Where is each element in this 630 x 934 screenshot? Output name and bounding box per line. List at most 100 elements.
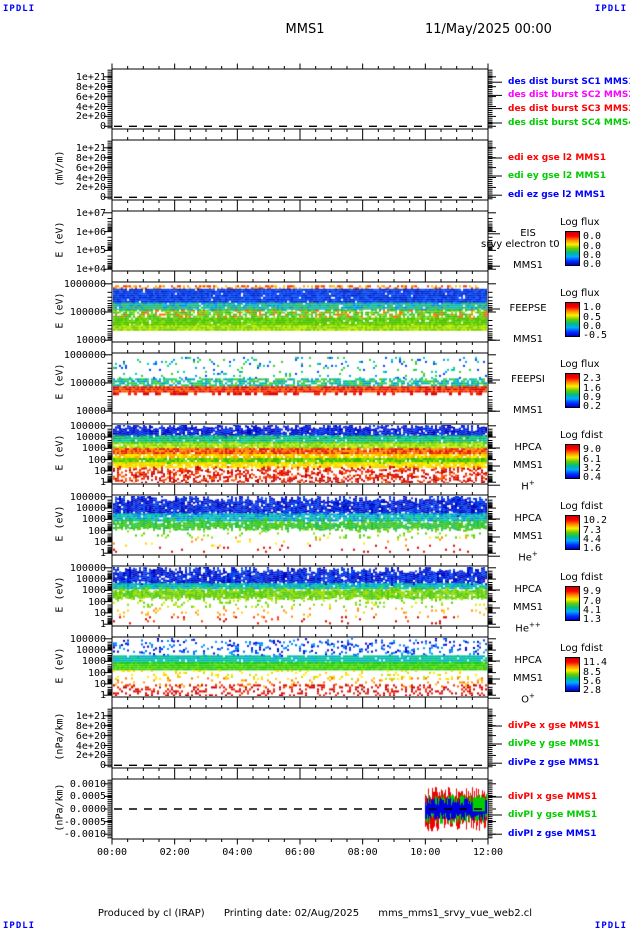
x-axis-tick-label: 12:00 xyxy=(472,847,504,858)
panel-5-feeps-ion-colorbar-tick: 0.2 xyxy=(583,400,602,412)
panel-3-eis-electron-colorbar xyxy=(565,230,580,267)
footer-line: Produced by cl (IRAP) Printing date: 02/… xyxy=(0,908,630,919)
x-axis-tick-label: 02:00 xyxy=(159,847,190,858)
panel-10-divpe-gse-ytick: 2e+20 xyxy=(75,750,106,762)
panel-9-hpca-o-plus-instrument-label: O+ xyxy=(521,692,535,706)
panel-3-eis-electron-colorbar-tick: 0.0 xyxy=(583,240,602,252)
panel-6-hpca-h-plus-colorbar-title: Log fdist xyxy=(560,430,603,441)
brand-top-right: IPDLI xyxy=(594,4,627,14)
panel-9-hpca-o-plus-ytick: 100 xyxy=(87,667,106,679)
panel-3-eis-electron-colorbar-title: Log flux xyxy=(560,217,600,228)
panel-7-hpca-he-plus-instrument-label: HPCA xyxy=(514,513,542,524)
panel-7-hpca-he-plus-colorbar-tick: 4.4 xyxy=(583,533,602,545)
panel-1-des-dist-burst-series-label: des dist burst SC4 MMS4 xyxy=(508,118,630,128)
panel-2-edi-e-gse-series-label: edi ez gse l2 MMS1 xyxy=(508,190,606,201)
panel-2-edi-e-gse-ytick: 0 xyxy=(99,192,106,204)
panel-6-hpca-h-plus-ytick: 10 xyxy=(93,465,106,477)
panel-7-hpca-he-plus-colorbar-tick: 7.3 xyxy=(583,524,602,536)
panel-11-divpi-gse-series-label: divPI z gse MMS1 xyxy=(508,829,597,840)
panel-3-eis-electron-ytick: 1e+06 xyxy=(75,226,106,238)
panel-3-eis-electron-ytick: 1e+07 xyxy=(75,207,106,219)
panel-6-hpca-h-plus-ytick: 1 xyxy=(99,477,106,489)
panel-8-hpca-he-plus-plus-spectrogram xyxy=(113,567,487,625)
panel-4-feeps-electron-spectrogram xyxy=(113,283,487,341)
panel-5-feeps-ion-colorbar-tick: 2.3 xyxy=(583,373,602,385)
panel-1-des-dist-burst-ytick: 8e+20 xyxy=(75,81,106,93)
panel-6-hpca-h-plus-colorbar-tick: 0.4 xyxy=(583,471,602,483)
panel-6-hpca-h-plus-instrument-label: H+ xyxy=(521,479,535,493)
panel-7-hpca-he-plus-ytick: 10 xyxy=(93,536,106,548)
panel-10-divpe-gse-ytick: 0 xyxy=(99,760,106,772)
panel-9-hpca-o-plus-ytick: 10000 xyxy=(75,645,106,657)
panel-9-hpca-o-plus-spectrogram xyxy=(113,638,487,696)
panel-4-feeps-electron-instrument-label: FEEPSE xyxy=(509,303,547,314)
panel-7-hpca-he-plus-colorbar-title: Log fdist xyxy=(560,501,603,512)
panel-2-edi-e-gse-ytick: 6e+20 xyxy=(75,162,106,174)
panel-4-feeps-electron-colorbar-tick: 0.0 xyxy=(583,320,602,332)
panel-7-hpca-he-plus-colorbar xyxy=(565,514,580,551)
panel-1-des-dist-burst-ytick: 4e+20 xyxy=(75,101,106,113)
brand-bottom-left: IPDLI xyxy=(3,921,36,931)
panel-8-hpca-he-plus-plus-instrument-label: He++ xyxy=(515,621,541,635)
panel-6-hpca-h-plus-ytick: 100000 xyxy=(69,420,106,432)
panel-7-hpca-he-plus-spectrogram xyxy=(113,496,487,554)
panel-2-edi-e-gse-ytick: 2e+20 xyxy=(75,182,106,194)
panel-11-divpi-gse-ytick: -0.0005 xyxy=(63,816,106,828)
panel-5-feeps-ion-colorbar-tick: 1.6 xyxy=(583,382,602,394)
panel-9-hpca-o-plus-colorbar-tick: 2.8 xyxy=(583,684,602,696)
panel-9-hpca-o-plus-colorbar-tick: 5.6 xyxy=(583,675,602,687)
panel-3-eis-electron-colorbar-tick: 0.0 xyxy=(583,231,602,243)
panel-4-feeps-electron-colorbar-tick: 0.5 xyxy=(583,311,602,323)
panel-4-feeps-electron-colorbar-tick: -0.5 xyxy=(583,329,608,341)
panel-8-hpca-he-plus-plus-instrument-label: HPCA xyxy=(514,584,542,595)
panel-6-hpca-h-plus-colorbar-tick: 9.0 xyxy=(583,444,602,456)
panel-7-hpca-he-plus-ytick: 1000 xyxy=(81,514,106,526)
panel-7-hpca-he-plus-ytick: 10000 xyxy=(75,503,106,515)
panel-10-divpe-gse-ytick: 4e+20 xyxy=(75,740,106,752)
panel-5-feeps-ion-colorbar-title: Log flux xyxy=(560,359,600,370)
panel-9-hpca-o-plus-colorbar-title: Log fdist xyxy=(560,643,603,654)
panel-5-feeps-ion-instrument-label: MMS1 xyxy=(513,405,543,417)
panel-6-hpca-h-plus-colorbar-tick: 6.1 xyxy=(583,453,602,465)
panel-9-hpca-o-plus-instrument-label: HPCA xyxy=(514,655,542,666)
panel-1-des-dist-burst-series-label: des dist burst SC1 MMS1 xyxy=(508,77,630,88)
panel-2-edi-e-gse-series-label: edi ex gse l2 MMS1 xyxy=(508,153,606,163)
panel-10-divpe-gse-series-label: divPe x gse MMS1 xyxy=(508,721,600,731)
panel-4-feeps-electron-colorbar xyxy=(565,301,580,338)
footer-script-name: mms_mms1_srvy_vue_web2.cl xyxy=(378,908,533,919)
x-axis-tick-label: 00:00 xyxy=(96,847,128,858)
panel-10-divpe-gse-ytick: 1e+21 xyxy=(75,710,106,722)
panel-4-feeps-electron-colorbar-title: Log flux xyxy=(560,288,600,299)
panel-7-hpca-he-plus-ytick: 100000 xyxy=(69,491,106,503)
panel-8-hpca-he-plus-plus-colorbar-tick: 7.0 xyxy=(583,595,602,607)
panel-8-hpca-he-plus-plus-ytick: 1000 xyxy=(81,585,106,597)
panel-7-hpca-he-plus-colorbar-tick: 10.2 xyxy=(583,515,608,527)
panel-5-feeps-ion-ytick: 100000 xyxy=(69,378,106,389)
footer-produced: Produced by cl (IRAP) xyxy=(97,908,205,919)
panel-6-hpca-h-plus-colorbar xyxy=(565,443,580,480)
panel-4-feeps-electron-colorbar-tick: 1.0 xyxy=(583,302,602,314)
x-axis-tick-label: 08:00 xyxy=(347,847,378,858)
panel-6-hpca-h-plus-colorbar-tick: 3.2 xyxy=(583,462,602,474)
panel-11-divpi-gse-ytick: -0.0010 xyxy=(63,829,106,841)
panel-9-hpca-o-plus-instrument-label: MMS1 xyxy=(513,673,543,684)
x-axis-tick-label: 04:00 xyxy=(222,847,253,858)
panel-10-divpe-gse-series-label: divPe z gse MMS1 xyxy=(508,758,600,769)
panel-7-hpca-he-plus-colorbar-tick: 1.6 xyxy=(583,542,602,554)
brand-top-left: IPDLI xyxy=(3,4,36,14)
panel-1-des-dist-burst-series-label: des dist burst SC2 MMS2 xyxy=(508,90,630,101)
panel-8-hpca-he-plus-plus-colorbar xyxy=(565,585,580,622)
panel-3-eis-electron-colorbar-tick: 0.0 xyxy=(583,258,602,270)
panel-9-hpca-o-plus-ytick: 10 xyxy=(93,678,106,690)
panel-4-feeps-electron-ytick: 100000 xyxy=(69,307,106,318)
panel-3-eis-electron-instrument-label: EIS xyxy=(520,227,536,239)
panel-2-edi-e-gse-ytick: 4e+20 xyxy=(75,172,106,184)
panel-8-hpca-he-plus-plus-instrument-label: MMS1 xyxy=(513,602,543,613)
panel-1-des-dist-burst-ytick: 2e+20 xyxy=(75,111,106,123)
panel-9-hpca-o-plus-colorbar-tick: 11.4 xyxy=(583,657,608,669)
panel-5-feeps-ion-ytick: 1000000 xyxy=(63,349,106,361)
panel-6-hpca-h-plus-ytick: 100 xyxy=(87,454,106,466)
panel-5-feeps-ion-colorbar-tick: 0.9 xyxy=(583,391,602,403)
x-axis-tick-label: 06:00 xyxy=(284,847,316,858)
